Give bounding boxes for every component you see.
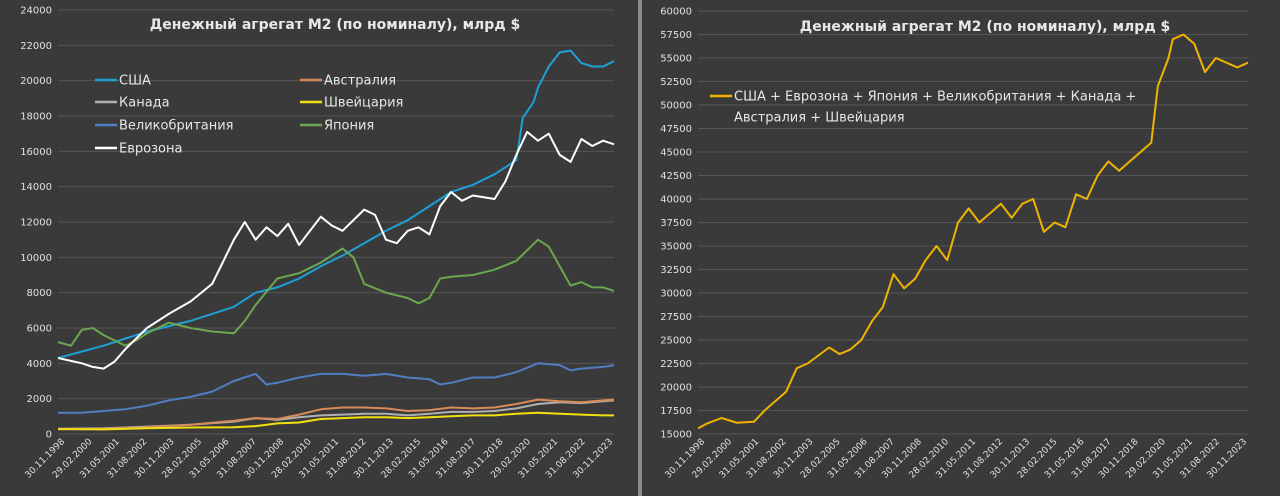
chart-left-grid [58, 9, 614, 435]
legend-label: Австралия [324, 74, 396, 89]
y-tick-label: 22500 [660, 359, 692, 370]
y-tick-label: 57500 [660, 30, 692, 41]
y-tick-label: 20000 [660, 383, 692, 394]
y-tick-label: 52500 [660, 77, 692, 88]
y-tick-label: 4000 [27, 359, 52, 370]
chart-right-series [697, 33, 1249, 430]
series-line [697, 33, 1249, 430]
panel-divider [638, 0, 642, 496]
y-tick-label: 45000 [660, 148, 692, 159]
y-tick-label: 47500 [660, 124, 692, 135]
series-line [57, 411, 614, 431]
y-tick-label: 27500 [660, 312, 692, 323]
y-tick-label: 24000 [20, 6, 52, 17]
y-tick-label: 16000 [20, 147, 52, 158]
y-tick-label: 15000 [660, 430, 692, 441]
y-tick-label: 22000 [20, 41, 52, 52]
series-line [57, 49, 615, 359]
y-tick-label: 37500 [660, 218, 692, 229]
y-tick-label: 10000 [20, 253, 52, 264]
chart-left-svg: Денежный агрегат М2 (по номиналу), млрд … [20, 6, 616, 481]
chart-right: Денежный агрегат М2 (по номиналу), млрд … [642, 0, 1280, 496]
y-tick-label: 25000 [660, 336, 692, 347]
y-tick-label: 2000 [27, 394, 52, 405]
legend-label: Канада [119, 96, 170, 111]
y-tick-label: 0 [46, 430, 52, 441]
y-tick-label: 6000 [27, 324, 52, 335]
legend-label: Еврозона [119, 142, 182, 157]
chart-right-y-axis: 15000 17500 20000 22500 25000 27500 30000 32500… [660, 7, 692, 441]
y-tick-label: 20000 [20, 76, 52, 87]
series-line [58, 362, 615, 414]
chart-left: Денежный агрегат М2 (по номиналу), млрд … [0, 0, 638, 496]
y-tick-label: 40000 [660, 195, 692, 206]
y-tick-label: 35000 [660, 242, 692, 253]
legend-label: Великобритания [119, 119, 234, 134]
chart-left-series [57, 49, 615, 431]
y-tick-label: 42500 [660, 171, 692, 182]
y-tick-label: 50000 [660, 101, 692, 112]
y-tick-label: 18000 [20, 112, 52, 123]
legend-label: США + Еврозона + Япония + Великобритания… [734, 90, 1136, 105]
chart-right-title: Денежный агрегат М2 (по номиналу), млрд … [800, 19, 1171, 35]
y-tick-label: 12000 [20, 218, 52, 229]
y-tick-label: 60000 [660, 7, 692, 18]
series-line [57, 399, 615, 430]
y-tick-label: 8000 [27, 288, 52, 299]
chart-right-legend: США + Еврозона + Япония + Великобритания… [710, 90, 1136, 126]
y-tick-label: 32500 [660, 265, 692, 276]
chart-left-x-axis: 30.11.199829.02.200031.05.200131.08.2002… [24, 437, 616, 481]
chart-left-y-axis: 0 2000 4000 6000 8000 10000 12000 14000 16000 180… [20, 6, 52, 441]
legend-label: США [119, 74, 151, 89]
legend-label: Австралия + Швейцария [734, 111, 905, 126]
chart-right-svg: Денежный агрегат М2 (по номиналу), млрд … [660, 7, 1250, 481]
y-tick-label: 30000 [660, 289, 692, 300]
series-line [57, 130, 615, 370]
chart-left-legend: США Канада Великобритания Еврозона Австралия… [95, 74, 403, 157]
series-line [57, 238, 615, 347]
chart-right-x-axis: 30.11.199829.02.200031.05.200131.08.2002… [664, 437, 1250, 481]
series-line [57, 398, 615, 431]
legend-label: Швейцария [324, 96, 403, 111]
chart-left-title: Денежный агрегат М2 (по номиналу), млрд … [150, 17, 521, 33]
legend-label: Япония [324, 119, 374, 134]
y-tick-label: 14000 [20, 182, 52, 193]
y-tick-label: 17500 [660, 406, 692, 417]
y-tick-label: 55000 [660, 54, 692, 65]
chart-right-grid [698, 10, 1248, 435]
